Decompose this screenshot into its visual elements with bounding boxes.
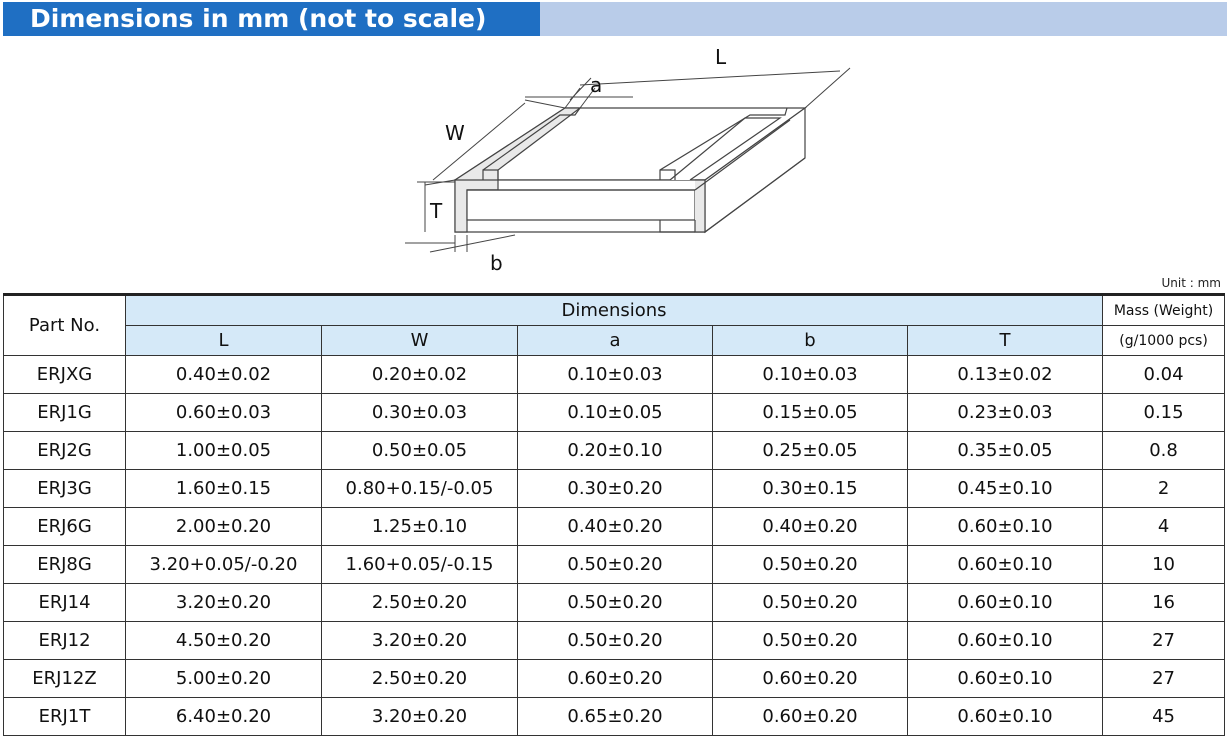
table-cell: 5.00±0.20 <box>125 659 322 698</box>
table-cell: 1.60±0.15 <box>125 469 322 508</box>
table-row: ERJ3G 1.60±0.15 0.80+0.15/-0.05 0.30±0.20 0.… <box>3 469 1226 508</box>
column-header: L <box>125 325 322 356</box>
column-header: T <box>906 325 1104 356</box>
table-row: ERJ14 3.20±0.20 2.50±0.20 0.50±0.20 0.50±0.2… <box>3 583 1226 622</box>
table-cell: 0.40±0.20 <box>712 507 908 546</box>
table-cell: 0.50±0.05 <box>321 431 518 470</box>
table-cell: 0.50±0.20 <box>712 621 908 660</box>
table-cell: 45 <box>1102 697 1226 736</box>
part-number-cell: ERJ1T <box>3 697 126 736</box>
table-cell: 0.60±0.10 <box>906 621 1104 660</box>
table-row: ERJ2G 1.00±0.05 0.50±0.05 0.20±0.10 0.25±0.0… <box>3 431 1226 470</box>
mass-unit-header: (g/1000 pcs) <box>1102 325 1226 356</box>
table-cell: 1.25±0.10 <box>321 507 518 546</box>
table-cell: 0.40±0.02 <box>125 355 322 394</box>
table-cell: 3.20±0.20 <box>125 583 322 622</box>
table-cell: 0.10±0.03 <box>517 355 713 394</box>
table-cell: 0.30±0.15 <box>712 469 908 508</box>
table-cell: 0.23±0.03 <box>906 393 1104 432</box>
part-number-cell: ERJ2G <box>3 431 126 470</box>
table-cell: 2.50±0.20 <box>321 659 518 698</box>
column-header: b <box>712 325 908 356</box>
table-cell: 0.50±0.20 <box>517 583 713 622</box>
table-cell: 0.60±0.20 <box>712 697 908 736</box>
table-cell: 0.40±0.20 <box>517 507 713 546</box>
diagram-label-a: a <box>590 73 602 97</box>
table-cell: 0.30±0.20 <box>517 469 713 508</box>
dimensions-header: Dimensions <box>124 294 1104 326</box>
table-cell: 0.65±0.20 <box>517 697 713 736</box>
table-cell: 0.04 <box>1102 355 1226 394</box>
diagram-label-W: W <box>445 121 465 145</box>
part-number-cell: ERJ8G <box>3 545 126 584</box>
part-number-cell: ERJ6G <box>3 507 126 546</box>
table-cell: 1.00±0.05 <box>125 431 322 470</box>
table-cell: 0.15±0.05 <box>712 393 908 432</box>
table-cell: 16 <box>1102 583 1226 622</box>
diagram-label-L: L <box>715 45 727 69</box>
table-row: ERJ12Z 5.00±0.20 2.50±0.20 0.60±0.20 0.60±0.… <box>3 659 1226 698</box>
table-cell: 0.45±0.10 <box>906 469 1104 508</box>
table-row: ERJ1T 6.40±0.20 3.20±0.20 0.65±0.20 0.60±0.2… <box>3 697 1226 736</box>
title-bar <box>3 2 540 36</box>
table-cell: 2.50±0.20 <box>321 583 518 622</box>
table-row: ERJ6G 2.00±0.20 1.25±0.10 0.40±0.20 0.40±0.2… <box>3 507 1226 546</box>
table-cell: 0.50±0.20 <box>517 545 713 584</box>
table-cell: 0.30±0.03 <box>321 393 518 432</box>
mass-header: Mass (Weight) <box>1102 294 1226 326</box>
unit-note: Unit : mm <box>1161 276 1221 290</box>
table-cell: 10 <box>1102 545 1226 584</box>
part-no-header: Part No. <box>3 294 126 356</box>
column-header: a <box>517 325 713 356</box>
table-cell: 0.60±0.10 <box>906 545 1104 584</box>
table-cell: 0.60±0.10 <box>906 659 1104 698</box>
table-cell: 0.50±0.20 <box>517 621 713 660</box>
table-cell: 0.13±0.02 <box>906 355 1104 394</box>
part-number-cell: ERJ12Z <box>3 659 126 698</box>
table-cell: 4 <box>1102 507 1226 546</box>
table-cell: 2.00±0.20 <box>125 507 322 546</box>
table-cell: 27 <box>1102 621 1226 660</box>
table-cell: 0.25±0.05 <box>712 431 908 470</box>
table-cell: 0.60±0.10 <box>906 583 1104 622</box>
table-cell: 0.15 <box>1102 393 1226 432</box>
table-cell: 0.20±0.02 <box>321 355 518 394</box>
table-cell: 3.20+0.05/-0.20 <box>125 545 322 584</box>
table-cell: 0.10±0.03 <box>712 355 908 394</box>
part-number-cell: ERJXG <box>3 355 126 394</box>
table-cell: 27 <box>1102 659 1226 698</box>
table-cell: 0.60±0.10 <box>906 697 1104 736</box>
table-cell: 4.50±0.20 <box>125 621 322 660</box>
table-cell: 0.8 <box>1102 431 1226 470</box>
table-cell: 0.10±0.05 <box>517 393 713 432</box>
part-number-cell: ERJ12 <box>3 621 126 660</box>
part-number-cell: ERJ3G <box>3 469 126 508</box>
table-cell: 2 <box>1102 469 1226 508</box>
table-cell: 0.60±0.03 <box>125 393 322 432</box>
table-cell: 0.60±0.20 <box>712 659 908 698</box>
diagram-label-T: T <box>429 199 443 223</box>
table-row: ERJ1G 0.60±0.03 0.30±0.03 0.10±0.05 0.15±0.0… <box>3 393 1226 432</box>
table-row: ERJXG 0.40±0.02 0.20±0.02 0.10±0.03 0.10±0.0… <box>3 355 1226 394</box>
table-cell: 0.20±0.10 <box>517 431 713 470</box>
table-cell: 0.80+0.15/-0.05 <box>321 469 518 508</box>
table-cell: 3.20±0.20 <box>321 621 518 660</box>
table-cell: 0.60±0.20 <box>517 659 713 698</box>
table-cell: 0.35±0.05 <box>906 431 1104 470</box>
table-cell: 0.50±0.20 <box>712 583 908 622</box>
table-cell: 0.60±0.10 <box>906 507 1104 546</box>
chip-resistor-diagram: L a W T b <box>405 45 851 272</box>
table-cell: 3.20±0.20 <box>321 697 518 736</box>
table-cell: 1.60+0.05/-0.15 <box>321 545 518 584</box>
table-row: ERJ12 4.50±0.20 3.20±0.20 0.50±0.20 0.50±0.2… <box>3 621 1226 660</box>
column-header: W <box>321 325 518 356</box>
part-number-cell: ERJ1G <box>3 393 126 432</box>
part-number-cell: ERJ14 <box>3 583 126 622</box>
table-row: ERJ8G 3.20+0.05/-0.20 1.60+0.05/-0.15 0.50±… <box>3 545 1226 584</box>
diagram-label-b: b <box>490 251 503 272</box>
page-title: Dimensions in mm (not to scale) <box>30 4 487 33</box>
table-cell: 0.50±0.20 <box>712 545 908 584</box>
table-cell: 6.40±0.20 <box>125 697 322 736</box>
